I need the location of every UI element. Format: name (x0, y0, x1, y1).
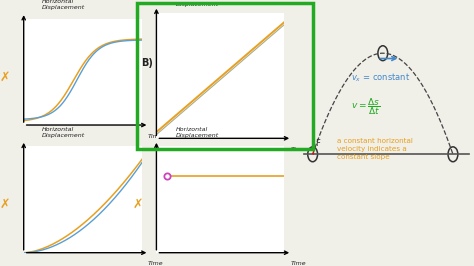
Text: ✗: ✗ (0, 71, 10, 84)
Text: ✗: ✗ (132, 198, 143, 211)
Text: Horizontal
Displacement: Horizontal Displacement (175, 127, 219, 138)
Text: B): B) (141, 58, 153, 68)
Text: Horizontal
Displacement: Horizontal Displacement (42, 127, 85, 138)
Text: Horizontal
Displacement: Horizontal Displacement (42, 0, 85, 10)
Text: Time: Time (291, 261, 306, 266)
Text: $v_x$ = constant: $v_x$ = constant (351, 72, 410, 84)
Text: Horizontal
Displacement: Horizontal Displacement (175, 0, 219, 7)
Text: ✗: ✗ (0, 198, 10, 211)
Text: Time: Time (148, 261, 164, 266)
Text: Time: Time (291, 147, 306, 152)
Text: $v=\dfrac{\Delta s}{\Delta t}$: $v=\dfrac{\Delta s}{\Delta t}$ (351, 96, 381, 117)
Text: Time: Time (148, 134, 164, 139)
Text: F: F (315, 139, 320, 148)
Text: a constant horizontal
velocity indicates a
constant slope: a constant horizontal velocity indicates… (337, 138, 413, 160)
